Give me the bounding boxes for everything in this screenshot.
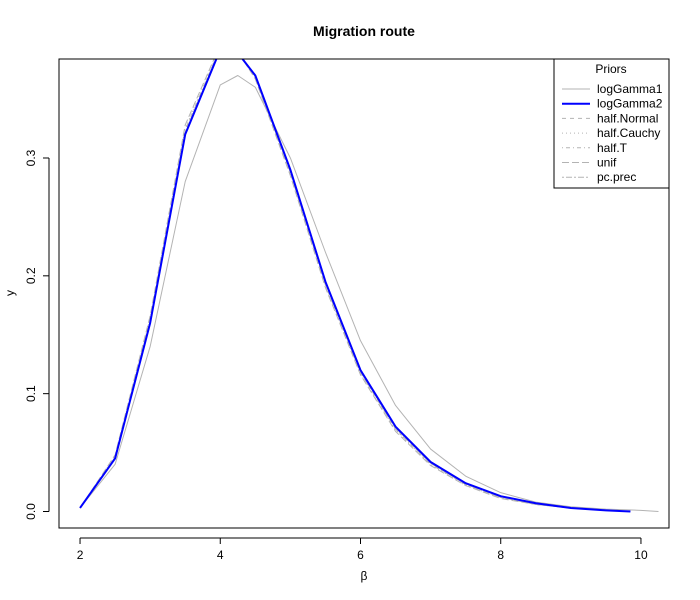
x-tick-label: 10 — [634, 548, 648, 562]
series-line-loggamma1 — [79, 75, 659, 512]
legend-label: unif — [597, 156, 617, 170]
x-tick-label: 8 — [497, 548, 504, 562]
legend-label: logGamma2 — [597, 97, 663, 111]
series-line-half-cauchy — [79, 59, 631, 512]
x-tick-label: 6 — [357, 548, 364, 562]
series-line-unif — [79, 59, 631, 512]
x-tick-label: 4 — [217, 548, 224, 562]
chart-title: Migration route — [313, 23, 415, 39]
y-tick-label: 0.1 — [24, 385, 38, 402]
legend-label: logGamma1 — [597, 82, 663, 96]
legend-label: half.Cauchy — [597, 126, 660, 140]
y-axis-label: y — [3, 290, 17, 296]
legend-box — [553, 58, 670, 189]
series-line-half-t — [79, 59, 631, 512]
legend-label: half.Normal — [597, 111, 658, 125]
legend-label: half.T — [597, 141, 628, 155]
plot-frame — [58, 58, 670, 529]
legend-title: Priors — [595, 62, 626, 76]
series-line-half-normal — [79, 59, 631, 512]
x-axis-label: β — [361, 569, 368, 583]
series-line-pc-prec — [79, 59, 631, 512]
y-tick-label: 0.3 — [24, 149, 38, 166]
series-layer — [79, 59, 659, 513]
y-tick-label: 0.0 — [24, 503, 38, 520]
series-line-loggamma2 — [79, 59, 631, 513]
x-tick-label: 2 — [77, 548, 84, 562]
legend-label: pc.prec — [597, 170, 636, 184]
legend: Priors logGamma1logGamma2half.Normalhalf… — [553, 58, 670, 189]
axes-layer: 2 4 6 8 10 0.0 0.1 0.2 0.3 — [24, 149, 648, 562]
y-tick-label: 0.2 — [24, 267, 38, 284]
